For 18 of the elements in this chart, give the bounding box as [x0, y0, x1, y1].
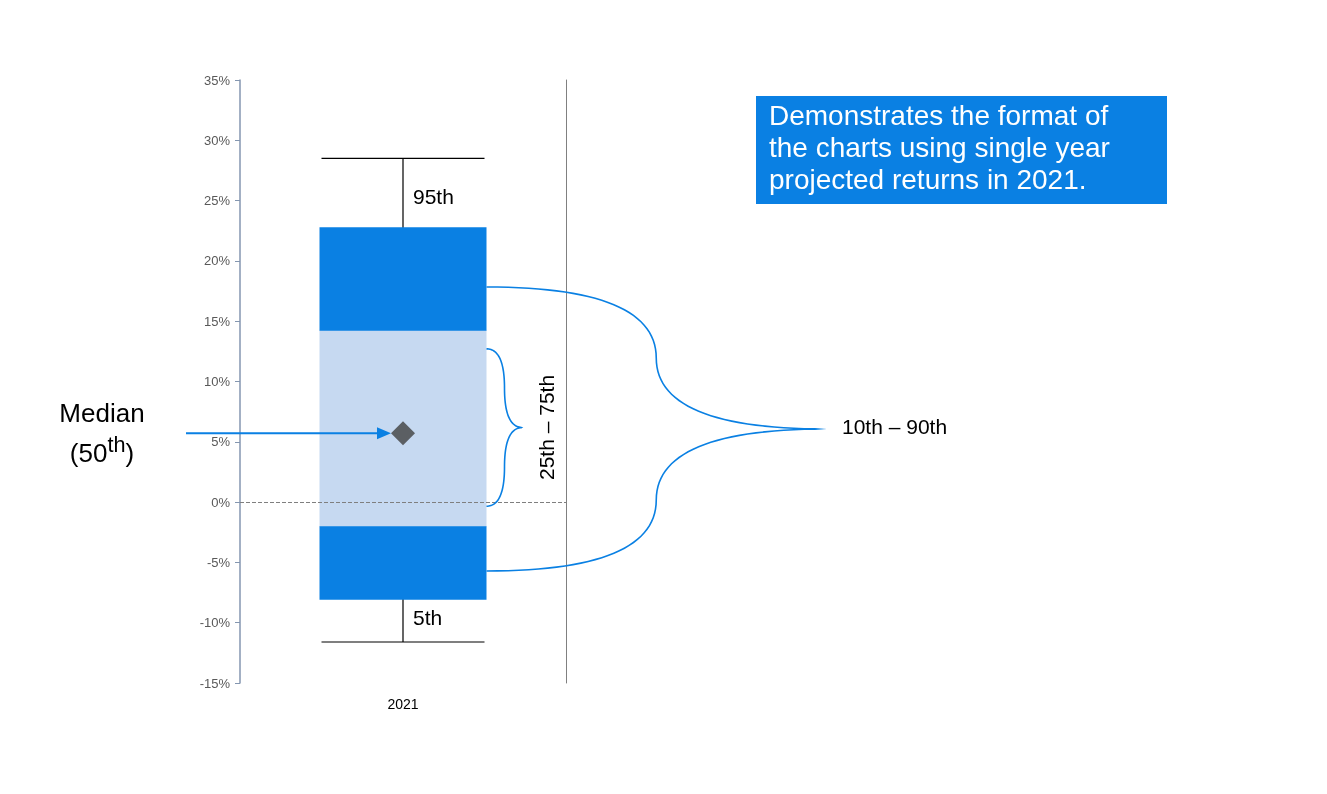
- y-tick-label: 20%: [203, 253, 231, 269]
- text: 10th – 90th: [842, 414, 948, 439]
- y-tick-label: 5%: [211, 434, 231, 450]
- y-tick-label: 10%: [203, 374, 231, 389]
- y-tick-label: 30%: [203, 132, 231, 148]
- annotation: 5th: [413, 605, 443, 630]
- y-tick-label: -5%: [206, 554, 231, 570]
- text: Median (50$^{th}$): [58, 397, 146, 469]
- text: Demonstrates the format of the charts using single year projected returns in 2021.: [756, 96, 1167, 204]
- y-tick-label: -10%: [199, 615, 231, 631]
- y-tick-label: 0%: [211, 494, 231, 510]
- y-tick-label: -15%: [199, 675, 231, 691]
- y-tick-label: 15%: [203, 313, 231, 329]
- y-tick-label: 25%: [203, 193, 231, 209]
- annotation: 25th – 75th: [534, 374, 559, 481]
- annotation: 95th: [413, 185, 454, 210]
- y-tick-label: 35%: [203, 72, 231, 88]
- x-tick-label: 2021: [387, 696, 419, 712]
